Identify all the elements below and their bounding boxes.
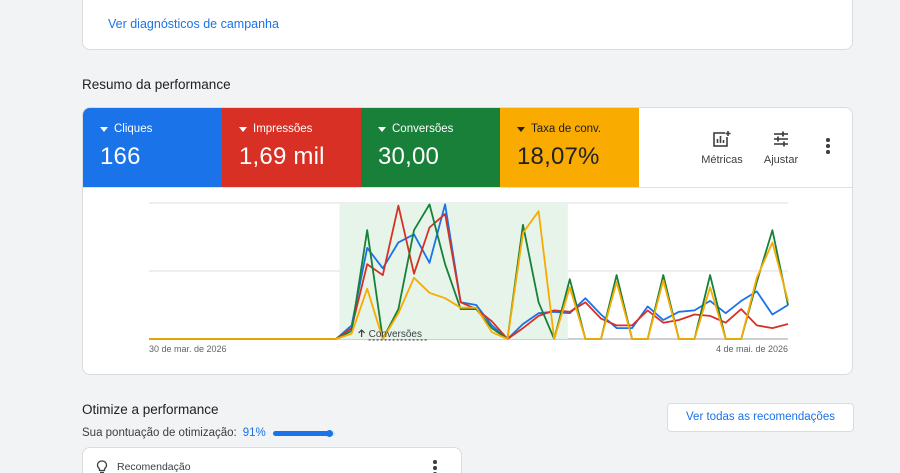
optimize-section-title: Otimize a performance (82, 402, 219, 417)
tile-conv-rate[interactable]: Taxa de conv. 18,07% (500, 108, 639, 187)
recommendation-more-icon[interactable] (432, 460, 438, 473)
tile-clicks-value: 166 (100, 143, 141, 170)
view-all-recommendations-button[interactable]: Ver todas as recomendações (667, 403, 854, 432)
campaign-diagnostics-link[interactable]: Ver diagnósticos de campanha (108, 17, 279, 31)
x-axis-start-label: 30 de mar. de 2026 (149, 344, 227, 354)
recommendation-card: Recomendação (82, 447, 462, 473)
x-axis-end-label: 4 de mai. de 2026 (716, 344, 788, 354)
optimization-score-marker (325, 429, 333, 437)
tile-conversions-label: Conversões (378, 123, 500, 135)
conversions-annotation: Conversões (358, 329, 428, 341)
dropdown-icon (517, 126, 525, 132)
tile-conv-rate-label: Taxa de conv. (517, 123, 639, 135)
optimization-score-fill (272, 430, 330, 436)
tile-impressions-value: 1,69 mil (239, 143, 325, 170)
diagnostics-card: Ver diagnósticos de campanha (82, 0, 853, 50)
tiles-divider (83, 187, 852, 188)
metrics-icon (713, 130, 731, 147)
performance-card: Cliques 166 Impressões 1,69 mil Conversõ… (82, 107, 853, 375)
optimization-score-value: 91% (242, 427, 266, 439)
tile-clicks-label: Cliques (100, 123, 222, 135)
tune-icon (774, 131, 788, 147)
lightbulb-icon (96, 460, 108, 473)
series-line-taxa-de-conv- (149, 210, 789, 340)
metrics-label: Métricas (701, 154, 743, 166)
dropdown-icon (239, 126, 247, 132)
conversions-annotation-label: Conversões (369, 329, 422, 340)
tile-conv-rate-value: 18,07% (517, 143, 600, 170)
performance-section-title: Resumo da performance (82, 77, 231, 92)
adjust-button[interactable]: Ajustar (759, 130, 803, 166)
tile-impressions-label: Impressões (239, 123, 361, 135)
tile-impressions[interactable]: Impressões 1,69 mil (222, 108, 361, 187)
dropdown-icon (100, 126, 108, 132)
optimization-score-label: Sua pontuação de otimização: (82, 427, 237, 439)
tile-conversions[interactable]: Conversões 30,00 (361, 108, 500, 187)
dropdown-icon (378, 126, 386, 132)
recommendation-title: Recomendação (117, 461, 191, 473)
more-options-icon[interactable] (823, 138, 833, 158)
tile-clicks[interactable]: Cliques 166 (83, 108, 222, 187)
optimization-score-bar (272, 429, 335, 437)
adjust-label: Ajustar (763, 154, 799, 166)
tile-conversions-value: 30,00 (378, 143, 440, 170)
chart-lines (149, 203, 789, 340)
arrow-up-icon (358, 329, 366, 337)
metrics-button[interactable]: Métricas (697, 130, 747, 166)
optimization-score-row: Sua pontuação de otimização: 91% (82, 427, 335, 439)
performance-chart: Conversões 30 de mar. de 2026 4 de mai. … (149, 202, 789, 354)
